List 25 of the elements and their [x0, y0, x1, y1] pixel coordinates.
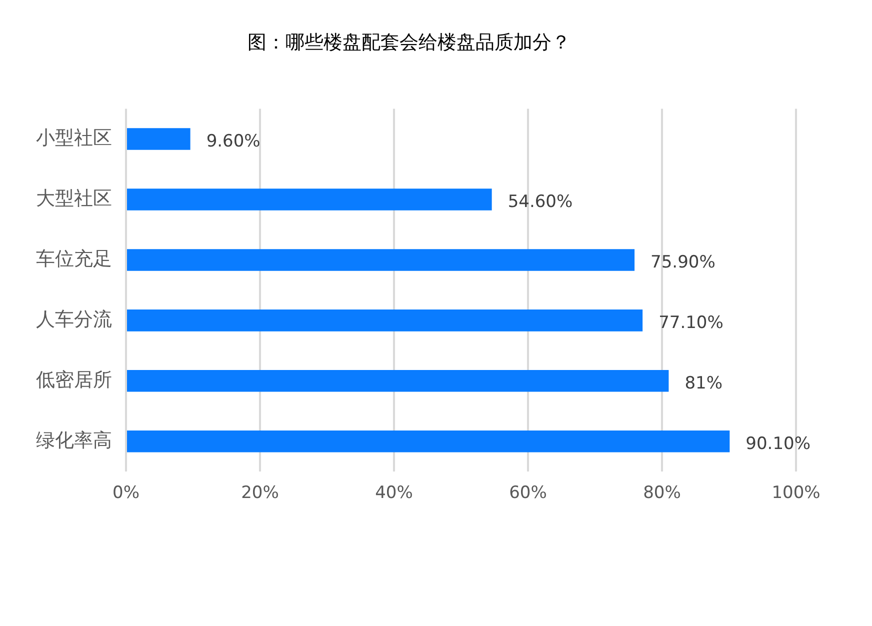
- bar: [127, 430, 730, 452]
- y-tick-label: 低密居所: [36, 368, 112, 391]
- x-tick-label: 100%: [772, 483, 820, 504]
- data-label: 9.60%: [206, 131, 260, 152]
- y-tick-label: 大型社区: [36, 187, 112, 210]
- x-tick-label: 80%: [643, 483, 681, 504]
- bar: [127, 310, 643, 332]
- x-tick-label: 60%: [509, 483, 547, 504]
- x-tick-label: 0%: [112, 483, 140, 504]
- bar: [127, 128, 190, 150]
- bar: [127, 370, 669, 392]
- chart-title: 图：哪些楼盘配套会给楼盘品质加分？: [248, 31, 570, 54]
- y-tick-label: 人车分流: [36, 308, 112, 330]
- x-tick-label: 40%: [375, 483, 413, 504]
- y-tick-label: 小型社区: [36, 126, 112, 149]
- bar: [127, 249, 635, 271]
- x-tick-label: 20%: [241, 483, 279, 504]
- data-label: 90.10%: [746, 434, 810, 454]
- data-label: 54.60%: [508, 192, 573, 212]
- y-tick-label: 绿化率高: [36, 429, 112, 452]
- bar: [127, 188, 492, 210]
- data-label: 81%: [684, 373, 722, 394]
- data-label: 75.90%: [650, 252, 716, 272]
- data-label: 77.10%: [658, 312, 724, 333]
- y-tick-label: 车位充足: [36, 248, 112, 270]
